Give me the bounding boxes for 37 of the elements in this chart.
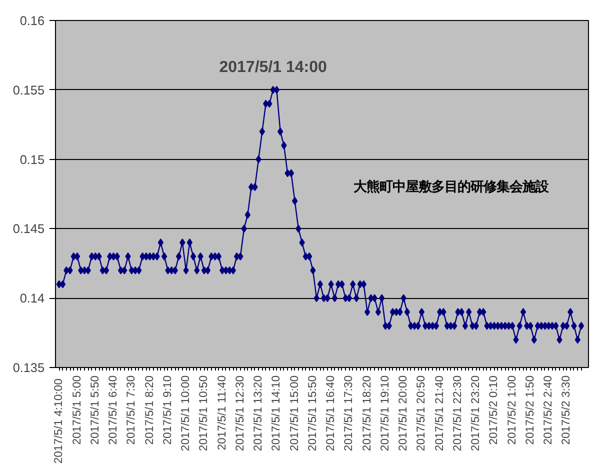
x-tick-label: 2017/5/1 18:20 [361,375,374,452]
x-tick-label: 2017/5/1 4:10:00 [53,378,66,464]
y-tick-label: 0.16 [20,14,45,28]
x-tick-label: 2017/5/1 22:30 [452,375,464,452]
y-tick-label: 0.145 [12,222,44,236]
x-tick-label: 2017/5/2 1:50 [524,375,536,445]
x-tick-label: 2017/5/2 2:40 [542,375,555,445]
x-tick-label: 2017/5/1 13:20 [252,375,265,452]
x-tick-label: 2017/5/1 6:40 [108,375,120,445]
x-tick-label: 2017/5/1 15:50 [306,375,319,452]
x-tick-label: 2017/5/1 15:00 [288,375,301,452]
x-tick-label: 2017/5/1 16:40 [325,375,338,452]
y-tick-label: 0.135 [12,361,44,375]
x-tick-label: 2017/5/1 20:00 [398,375,410,452]
x-tick-label: 2017/5/1 21:40 [434,375,446,452]
annotation: 2017/5/1 14:00 [219,58,327,76]
x-tick-label: 2017/5/1 12:30 [234,375,246,452]
x-tick-label: 2017/5/1 20:50 [416,375,428,452]
x-tick-label: 2017/5/1 11:40 [216,375,228,450]
x-tick-label: 2017/5/1 10:00 [180,375,192,452]
x-tick-label: 2017/5/1 5:00 [71,375,84,445]
x-tick-label: 2017/5/1 23:20 [470,375,482,452]
y-tick-label: 0.15 [20,152,45,167]
x-tick-label: 2017/5/1 19:10 [379,375,392,452]
x-tick-label: 2017/5/2 3:30 [560,375,573,445]
x-tick-label: 2017/5/1 10:50 [198,375,210,452]
x-tick-label: 2017/5/1 8:20 [144,375,156,445]
x-tick-label: 2017/5/1 9:10 [162,375,174,445]
x-tick-label: 2017/5/2 0:10 [488,375,500,445]
x-tick-label: 2017/5/1 17:30 [343,375,356,452]
x-tick-label: 2017/5/2 1:00 [506,375,518,445]
y-tick-label: 0.155 [12,83,44,98]
text: 大熊町中屋敷多目的研修集会施設 [354,179,550,194]
x-tick-label: 2017/5/1 5:50 [89,375,102,445]
y-tick-label: 0.14 [20,292,45,306]
x-tick-label: 2017/5/1 7:30 [126,375,138,445]
x-tick-label: 2017/5/1 14:10 [270,375,283,452]
